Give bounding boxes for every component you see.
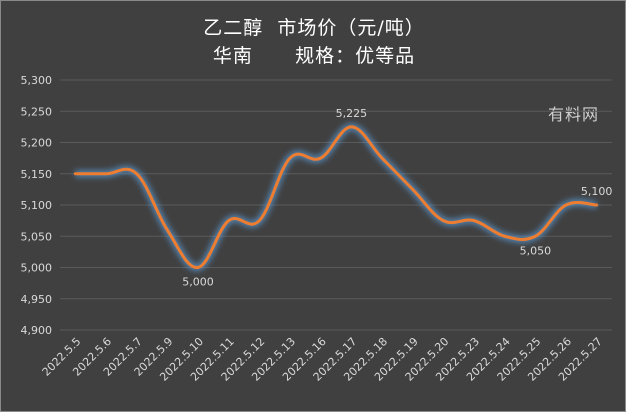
data-point — [380, 156, 384, 160]
data-label: 5,225 — [336, 107, 368, 120]
data-point — [196, 266, 200, 270]
data-point — [227, 219, 231, 223]
y-tick-label: 4,900 — [21, 324, 53, 337]
y-tick-label: 5,250 — [21, 105, 53, 118]
series-line-glow — [75, 123, 597, 271]
data-point — [533, 234, 537, 238]
chart-title: 乙二醇 市场价（元/吨） — [203, 17, 425, 39]
data-point — [564, 203, 568, 207]
data-label: 5,050 — [520, 244, 552, 257]
data-point — [257, 219, 261, 223]
data-point — [349, 125, 353, 129]
y-tick-label: 5,300 — [21, 74, 53, 87]
y-tick-label: 5,100 — [21, 199, 53, 212]
y-tick-label: 5,050 — [21, 230, 53, 243]
data-point — [135, 172, 139, 176]
watermark-text: 有料网 — [548, 105, 600, 124]
data-label: 5,100 — [581, 185, 613, 198]
data-point — [472, 219, 476, 223]
series-line — [73, 125, 599, 269]
data-point — [595, 203, 599, 207]
data-point — [503, 234, 507, 238]
y-tick-label: 5,150 — [21, 168, 53, 181]
data-point — [411, 187, 415, 191]
data-point — [104, 172, 108, 176]
data-point — [165, 228, 169, 232]
chart-subtitle: 华南 规格：优等品 — [212, 45, 416, 67]
data-label: 5,000 — [182, 276, 214, 289]
data-point — [73, 172, 77, 176]
y-tick-label: 4,950 — [21, 293, 53, 306]
y-tick-label: 5,000 — [21, 262, 53, 275]
data-point — [288, 156, 292, 160]
y-tick-label: 5,200 — [21, 137, 53, 150]
data-point — [319, 156, 323, 160]
data-point — [441, 219, 445, 223]
